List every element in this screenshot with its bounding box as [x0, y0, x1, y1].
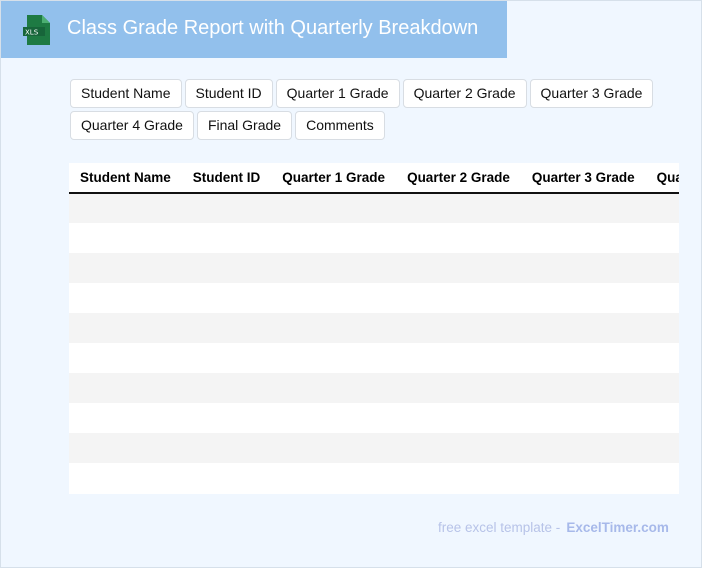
table-cell[interactable] — [271, 223, 396, 253]
table-cell[interactable] — [646, 463, 679, 493]
table-cell[interactable] — [520, 313, 646, 343]
column-chip[interactable]: Comments — [295, 111, 385, 140]
table-cell[interactable] — [182, 463, 272, 493]
table-cell[interactable] — [181, 433, 272, 463]
table-cell[interactable] — [69, 403, 182, 433]
table-cell[interactable] — [271, 313, 397, 343]
table-cell[interactable] — [271, 433, 397, 463]
table-cell[interactable] — [182, 223, 272, 253]
column-header: Student Name — [69, 163, 182, 194]
footer: free excel template - ExcelTimer.com — [438, 520, 669, 535]
column-chip[interactable]: Student ID — [184, 79, 273, 108]
table-row — [69, 313, 679, 343]
footer-brand-link[interactable]: ExcelTimer.com — [566, 520, 669, 535]
table-cell[interactable] — [646, 223, 679, 253]
table-cell[interactable] — [182, 283, 272, 313]
table-cell[interactable] — [69, 463, 182, 493]
table-cell[interactable] — [521, 283, 646, 313]
table-row — [69, 343, 679, 373]
column-chip[interactable]: Quarter 2 Grade — [402, 79, 527, 108]
table-cell[interactable] — [396, 313, 521, 343]
header-banner: XLS Class Grade Report with Quarterly Br… — [1, 1, 507, 58]
svg-text:XLS: XLS — [25, 29, 39, 37]
table-cell[interactable] — [521, 403, 646, 433]
table-header-row: Student Name Student ID Quarter 1 Grade Qua… — [69, 163, 679, 194]
table-row — [69, 433, 679, 463]
column-header: Quarter 4 Grade — [645, 163, 679, 194]
table-cell[interactable] — [396, 283, 521, 313]
table-cell[interactable] — [271, 283, 396, 313]
table-cell[interactable] — [181, 373, 272, 403]
table-cell[interactable] — [645, 433, 679, 463]
xls-file-icon: XLS — [23, 15, 50, 45]
table-cell[interactable] — [69, 223, 182, 253]
footer-text: free excel template - — [438, 520, 561, 535]
table-cell[interactable] — [69, 373, 182, 403]
table-row — [69, 403, 679, 433]
table-cell[interactable] — [645, 373, 679, 403]
table-cell[interactable] — [521, 223, 646, 253]
table-cell[interactable] — [181, 313, 272, 343]
table-cell[interactable] — [69, 433, 182, 463]
column-chip[interactable]: Quarter 4 Grade — [70, 111, 194, 140]
table-cell[interactable] — [646, 403, 679, 433]
table-row — [69, 193, 679, 223]
column-header: Student ID — [181, 163, 272, 194]
table-cell[interactable] — [520, 193, 646, 223]
table-row — [69, 223, 679, 253]
table-cell[interactable] — [521, 463, 646, 493]
table-cell[interactable] — [396, 253, 521, 283]
grade-table: Student Name Student ID Quarter 1 Grade Qua… — [69, 163, 679, 494]
column-chips: Student Name Student ID Quarter 1 Grade Qua… — [70, 79, 680, 140]
table-cell[interactable] — [69, 253, 182, 283]
table-cell[interactable] — [271, 253, 397, 283]
table-cell[interactable] — [645, 193, 679, 223]
table-cell[interactable] — [521, 343, 646, 373]
table-cell[interactable] — [181, 253, 272, 283]
table-cell[interactable] — [396, 403, 521, 433]
column-header: Quarter 2 Grade — [396, 163, 521, 194]
table-row — [69, 463, 679, 493]
table-cell[interactable] — [69, 343, 182, 373]
table-row — [69, 373, 679, 403]
table-cell[interactable] — [520, 373, 646, 403]
column-header: Quarter 3 Grade — [520, 163, 646, 194]
table-cell[interactable] — [520, 253, 646, 283]
column-header: Quarter 1 Grade — [271, 163, 397, 194]
table-cell[interactable] — [645, 313, 679, 343]
column-chip[interactable]: Student Name — [70, 79, 182, 108]
table-cell[interactable] — [396, 463, 521, 493]
column-chip[interactable]: Final Grade — [196, 111, 293, 140]
table-cell[interactable] — [181, 193, 272, 223]
table-cell[interactable] — [396, 223, 521, 253]
column-chip[interactable]: Quarter 1 Grade — [275, 79, 400, 108]
table-row — [69, 283, 679, 313]
table-cell[interactable] — [646, 283, 679, 313]
table-cell[interactable] — [646, 343, 679, 373]
table-cell[interactable] — [396, 343, 521, 373]
table-cell[interactable] — [396, 373, 521, 403]
table-cell[interactable] — [271, 193, 397, 223]
table-cell[interactable] — [182, 343, 272, 373]
page-title: Class Grade Report with Quarterly Breakd… — [67, 17, 479, 39]
table-cell[interactable] — [271, 403, 396, 433]
table-cell[interactable] — [69, 193, 182, 223]
table-row — [69, 253, 679, 283]
table-cell[interactable] — [182, 403, 272, 433]
table-cell[interactable] — [69, 283, 182, 313]
table-cell[interactable] — [69, 313, 182, 343]
table-cell[interactable] — [271, 343, 396, 373]
table-cell[interactable] — [645, 253, 679, 283]
table-cell[interactable] — [520, 433, 646, 463]
column-chip[interactable]: Quarter 3 Grade — [529, 79, 654, 108]
table-cell[interactable] — [271, 373, 397, 403]
table-cell[interactable] — [396, 433, 521, 463]
table-cell[interactable] — [271, 463, 396, 493]
table-cell[interactable] — [396, 193, 521, 223]
